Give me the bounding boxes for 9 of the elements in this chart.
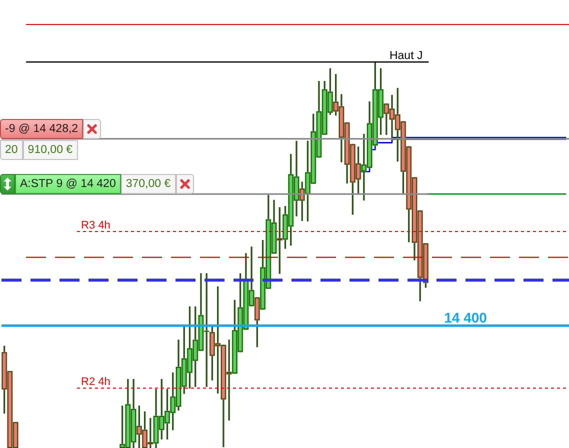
annotation: 20 bbox=[0, 140, 23, 160]
annotation: 370,00 € bbox=[120, 174, 176, 194]
ref-line-label: R2 4h bbox=[81, 376, 110, 388]
ref-line-label: R3 4h bbox=[81, 219, 110, 232]
annotation: 14 400 bbox=[444, 310, 488, 326]
ref-line-label: Haut J bbox=[389, 50, 423, 62]
annotation: A:STP 9 @ 14 420 bbox=[15, 174, 121, 194]
annotation: 910,00 € bbox=[22, 140, 78, 160]
annotation: -9 @ 14 428,2 bbox=[0, 119, 84, 139]
